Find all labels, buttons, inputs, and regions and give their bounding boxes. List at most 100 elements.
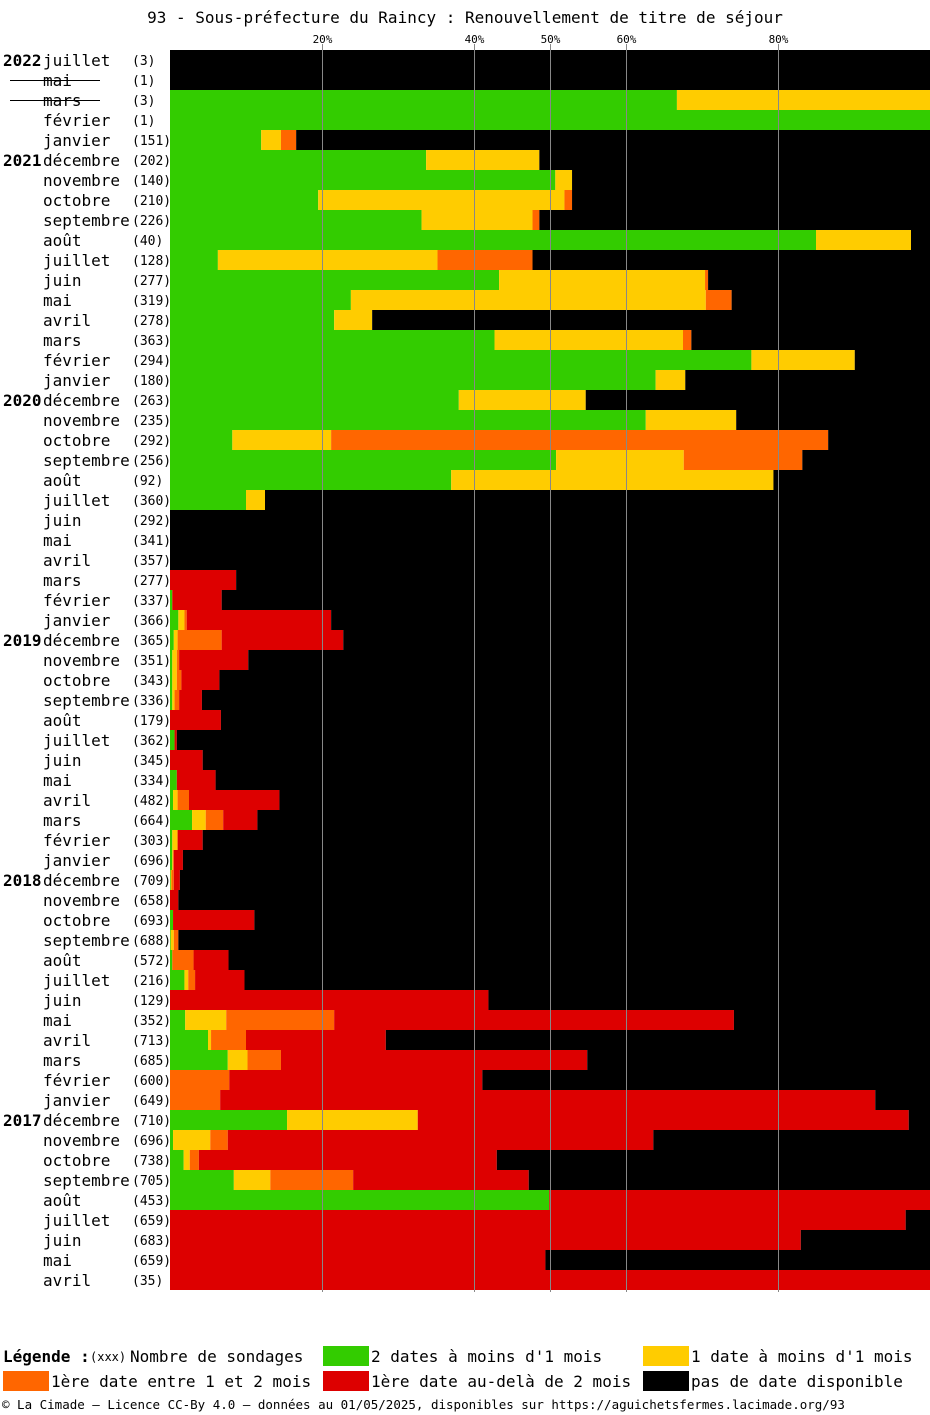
year-label: 2020: [3, 391, 42, 410]
bar-segment-black: [228, 950, 930, 970]
bar-segment-orange: [211, 1030, 246, 1050]
bar-segment-black: [178, 930, 930, 950]
count-label: (710): [132, 1114, 171, 1129]
count-label: (351): [132, 654, 171, 669]
bar-segment-red: [280, 1050, 588, 1070]
bar-segment-orange: [188, 970, 196, 990]
bar-segment-black: [908, 1110, 930, 1130]
bar-segment-black: [854, 350, 930, 370]
bar-segment-yellow: [556, 450, 684, 470]
bar-segment-orange: [170, 1090, 221, 1110]
bar-segment-orange: [174, 690, 180, 710]
count-label: (341): [132, 534, 171, 549]
bar-segment-green: [170, 970, 185, 990]
bar-segment-red: [173, 910, 255, 930]
bar-segment-green: [170, 690, 173, 710]
month-label: juillet: [43, 491, 110, 510]
bar-segment-orange: [705, 270, 709, 290]
bar-segment-red: [170, 990, 489, 1010]
bar-segment-black: [773, 470, 930, 490]
bar-segment-black: [219, 670, 930, 690]
bar-segment-green: [170, 270, 500, 290]
bar-segment-green: [170, 1170, 234, 1190]
bar-segment-green: [170, 1010, 186, 1030]
legend-label-black: pas de date disponible: [691, 1372, 903, 1391]
bars-layer: [170, 50, 930, 1290]
bar-segment-yellow: [246, 490, 265, 510]
bar-segment-green: [170, 790, 174, 810]
bar-segment-yellow: [655, 370, 686, 390]
bar-segment-yellow: [185, 1010, 227, 1030]
bar-segment-black: [296, 130, 930, 150]
bar-segment-green: [170, 810, 193, 830]
month-label: juillet: [43, 51, 110, 70]
bar-segment-orange: [172, 950, 194, 970]
legend-count-label: Nombre de sondages: [130, 1347, 304, 1366]
bar-segment-orange: [184, 610, 187, 630]
bar-segment-green: [170, 190, 319, 210]
month-label: septembre: [43, 931, 130, 950]
bar-segment-green: [170, 130, 262, 150]
count-label: (277): [132, 574, 171, 589]
month-label: mai: [43, 1011, 72, 1030]
bar-segment-orange: [247, 1050, 281, 1070]
bar-segment-green: [170, 230, 816, 250]
bar-segment-black: [488, 990, 930, 1010]
bar-segment-yellow: [172, 830, 178, 850]
bar-segment-red: [198, 1150, 497, 1170]
month-label: novembre: [43, 171, 120, 190]
bar-segment-yellow: [318, 190, 565, 210]
bar-segment-yellow: [170, 870, 172, 890]
month-label: octobre: [43, 671, 110, 690]
count-label: (292): [132, 514, 171, 529]
bar-segment-yellow: [751, 350, 855, 370]
bar-segment-green: [170, 670, 173, 690]
bar-segment-black: [585, 390, 930, 410]
bar-segment-orange: [170, 1070, 230, 1090]
bar-segment-green: [170, 650, 173, 670]
count-label: (35): [132, 1274, 163, 1289]
year-label: 2018: [3, 871, 42, 890]
bar-segment-green: [170, 930, 171, 950]
month-label: juin: [43, 1231, 82, 1250]
bar-segment-yellow: [192, 810, 206, 830]
bar-segment-yellow: [421, 210, 533, 230]
bar-segment-black: [653, 1130, 930, 1150]
count-label: (362): [132, 734, 171, 749]
bar-segment-yellow: [451, 470, 774, 490]
count-label: (202): [132, 154, 171, 169]
legend-title: Légende :: [3, 1347, 90, 1366]
count-label: (363): [132, 334, 171, 349]
bar-segment-black: [244, 970, 930, 990]
bar-segment-green: [170, 410, 646, 430]
bar-segment-green: [170, 390, 459, 410]
month-label: août: [43, 711, 82, 730]
bar-segment-green: [170, 1190, 550, 1210]
count-label: (357): [132, 554, 171, 569]
count-label: (685): [132, 1054, 171, 1069]
bar-segment-red: [174, 730, 177, 750]
bar-segment-orange: [173, 850, 174, 870]
bar-segment-red: [172, 590, 222, 610]
month-label: mai: [43, 531, 72, 550]
bar-segment-yellow: [261, 130, 281, 150]
bar-segment-black: [179, 870, 930, 890]
tick-label: 50%: [541, 33, 561, 46]
bar-segment-red: [181, 670, 220, 690]
bar-segment-yellow: [232, 430, 332, 450]
month-label: mars: [43, 91, 82, 110]
bar-segment-orange: [173, 930, 179, 950]
count-label: (151): [132, 134, 171, 149]
bar-segment-orange: [226, 1010, 335, 1030]
bar-segment-green: [170, 290, 351, 310]
bar-segment-orange: [176, 670, 182, 690]
bar-segment-black: [528, 1170, 930, 1190]
bar-segment-green: [170, 870, 171, 890]
bar-segment-yellow: [178, 610, 185, 630]
bar-segment-green: [170, 950, 173, 970]
bar-segment-red: [179, 690, 202, 710]
count-label: (140): [132, 174, 171, 189]
month-label: juillet: [43, 731, 110, 750]
bar-segment-green: [170, 1030, 208, 1050]
count-label: (263): [132, 394, 171, 409]
